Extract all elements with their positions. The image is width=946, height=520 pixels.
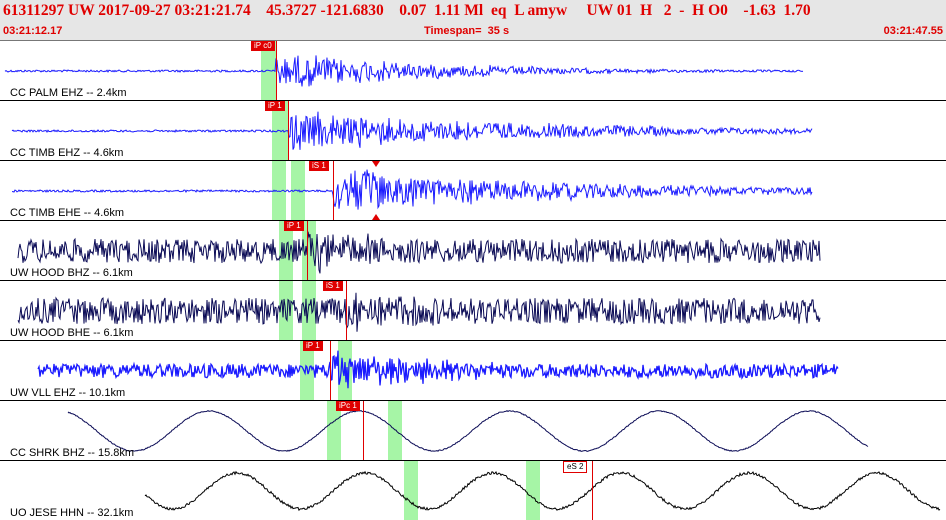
- waveform-trace: [11, 111, 813, 150]
- seismogram-panel-hood-bhz[interactable]: iP 1 UW HOOD BHZ -- 6.1km: [0, 221, 946, 281]
- station-label: CC PALM EHZ -- 2.4km: [10, 87, 127, 99]
- pick-line: [592, 461, 593, 520]
- phase-pick-tag[interactable]: iP c0: [251, 41, 275, 51]
- seismogram-panel-jese-hhn[interactable]: eS 2 UO JESE HHN -- 32.1km: [0, 461, 946, 520]
- phase-pick-tag[interactable]: iS 1: [309, 161, 329, 171]
- waveform-trace: [12, 169, 813, 210]
- phase-pick-tag[interactable]: iS 1: [323, 281, 343, 291]
- waveform-path: [37, 350, 839, 389]
- waveform-trace: [37, 350, 839, 389]
- station-label: UW VLL EHZ -- 10.1km: [10, 387, 126, 399]
- pick-line: [276, 41, 277, 100]
- station-label: CC TIMB EHZ -- 4.6km: [10, 147, 124, 159]
- window-end-time: 03:21:47.55: [883, 25, 943, 37]
- waveform-path: [17, 292, 821, 332]
- pick-line: [333, 161, 334, 220]
- waveform-trace: [67, 409, 869, 452]
- station-label: CC TIMB EHE -- 4.6km: [10, 207, 125, 219]
- waveform-path: [144, 470, 941, 512]
- waveform-trace: [4, 55, 804, 87]
- pick-line: [307, 221, 308, 280]
- seismogram-panel-timb-ehe[interactable]: iS 1 CC TIMB EHE -- 4.6km: [0, 161, 946, 221]
- waveform-path: [17, 231, 821, 274]
- pick-window: [291, 161, 305, 220]
- red-triangle-marker-bottom: [372, 214, 380, 220]
- pick-window: [388, 401, 402, 460]
- seismogram-panel-vll-ehz[interactable]: iP 1 UW VLL EHZ -- 10.1km: [0, 341, 946, 401]
- waveform-trace: [144, 470, 941, 512]
- pick-line: [346, 281, 347, 340]
- seismogram-panels: iP c0 CC PALM EHZ -- 2.4km iP 1 CC TIMB …: [0, 41, 946, 520]
- event-header: 61311297 UW 2017-09-27 03:21:21.74 45.37…: [0, 0, 946, 41]
- station-label: UW HOOD BHE -- 6.1km: [10, 327, 134, 339]
- seismogram-panel-shrk-bhz[interactable]: iPc 1 CC SHRK BHZ -- 15.8km: [0, 401, 946, 461]
- phase-pick-tag[interactable]: iP 1: [284, 221, 304, 231]
- waveform-path: [67, 409, 869, 452]
- pick-window: [526, 461, 540, 520]
- station-label: UW HOOD BHZ -- 6.1km: [10, 267, 133, 279]
- pick-line: [363, 401, 364, 460]
- waveform-trace: [17, 231, 821, 274]
- seismogram-panel-palm-ehz[interactable]: iP c0 CC PALM EHZ -- 2.4km: [0, 41, 946, 101]
- seismogram-panel-hood-bhe[interactable]: iS 1 UW HOOD BHE -- 6.1km: [0, 281, 946, 341]
- pick-window: [327, 401, 341, 460]
- seismogram-panel-timb-ehz[interactable]: iP 1 CC TIMB EHZ -- 4.6km: [0, 101, 946, 161]
- phase-pick-tag[interactable]: iP 1: [265, 101, 285, 111]
- waveform-path: [4, 55, 804, 87]
- event-summary-title: 61311297 UW 2017-09-27 03:21:21.74 45.37…: [3, 2, 811, 19]
- waveform-trace: [17, 292, 821, 332]
- red-triangle-marker-top: [372, 161, 380, 167]
- waveform-path: [12, 169, 813, 210]
- station-label: CC SHRK BHZ -- 15.8km: [10, 447, 135, 459]
- phase-pick-tag[interactable]: iP 1: [303, 341, 323, 351]
- phase-pick-tag[interactable]: eS 2: [563, 461, 588, 473]
- pick-window: [302, 221, 316, 280]
- phase-pick-tag[interactable]: iPc 1: [336, 401, 360, 411]
- pick-window: [302, 281, 316, 340]
- pick-line: [330, 341, 331, 400]
- station-label: UO JESE HHN -- 32.1km: [10, 507, 134, 519]
- timespan-label: Timespan= 35 s: [424, 25, 510, 37]
- pick-window: [279, 281, 293, 340]
- waveform-path: [11, 111, 813, 150]
- window-start-time: 03:21:12.17: [3, 25, 63, 37]
- pick-line: [288, 101, 289, 160]
